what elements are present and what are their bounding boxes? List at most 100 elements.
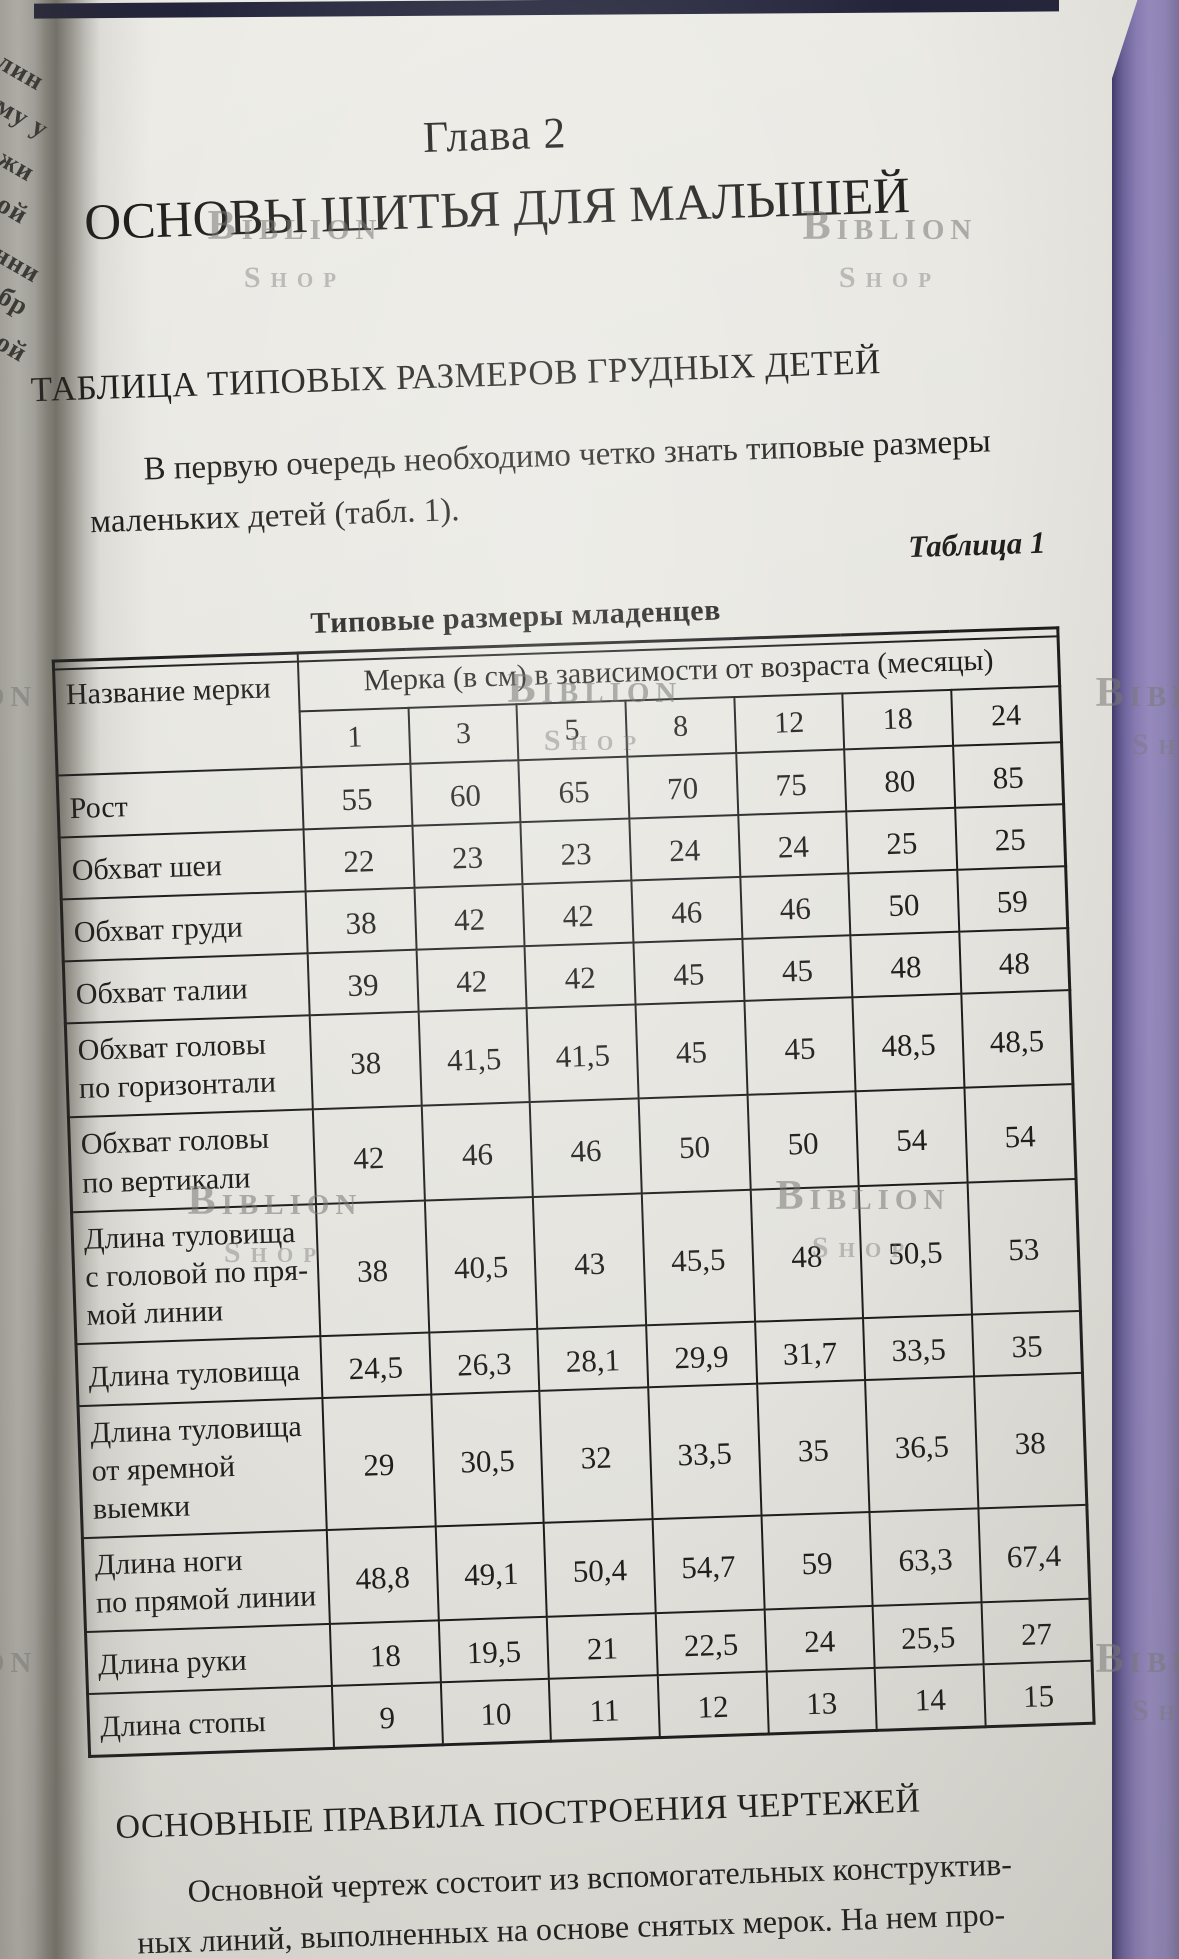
cell-value: 50,4 — [543, 1519, 656, 1618]
cell-value: 75 — [735, 749, 847, 816]
column-header-age: 5 — [516, 700, 628, 761]
intro-paragraph: В первую очередь необходимо четко знать … — [89, 423, 992, 541]
cell-value: 19,5 — [438, 1617, 550, 1683]
cell-value: 41,5 — [526, 1004, 639, 1103]
cell-value: 45 — [633, 939, 745, 1005]
cell-value: 38 — [973, 1372, 1087, 1509]
cell-value: 46 — [739, 873, 851, 940]
cell-value: 42 — [414, 884, 525, 951]
row-label: Длина стопы — [87, 1686, 335, 1757]
cell-value: 27 — [981, 1599, 1093, 1665]
cell-value: 59 — [761, 1512, 873, 1610]
column-header-age: 18 — [842, 690, 953, 750]
row-label: Обхват шеи — [59, 829, 306, 900]
cell-value: 49,1 — [435, 1523, 548, 1621]
cell-value: 25,5 — [872, 1602, 984, 1669]
section-title-rules: ОСНОВНЫЕ ПРАВИЛА ПОСТРОЕНИЯ ЧЕРТЕЖЕЙ — [114, 1782, 922, 1847]
cell-value: 53 — [967, 1178, 1081, 1315]
cell-value: 29 — [322, 1394, 436, 1531]
column-header-age: 3 — [408, 704, 519, 765]
cell-value: 85 — [952, 742, 1064, 809]
cell-value: 38 — [305, 888, 417, 954]
cell-value: 24 — [764, 1606, 875, 1672]
column-header-age: 12 — [733, 693, 845, 754]
cell-value: 41,5 — [418, 1008, 530, 1107]
book-cover-edge — [1112, 0, 1179, 1959]
cell-value: 50 — [638, 1095, 751, 1194]
cell-value: 46 — [421, 1102, 534, 1201]
cell-value: 42 — [416, 946, 527, 1012]
column-header-age: 1 — [299, 708, 411, 768]
cell-value: 13 — [766, 1668, 877, 1735]
column-header-name: Название мерки — [53, 653, 302, 776]
cell-value: 24 — [629, 815, 740, 881]
cell-value: 54 — [855, 1088, 968, 1186]
cell-value: 50 — [747, 1091, 859, 1190]
column-header-age: 8 — [625, 697, 736, 757]
column-header-age: 24 — [951, 686, 1062, 747]
cell-value: 45 — [741, 935, 853, 1002]
cell-value: 32 — [539, 1387, 653, 1524]
cell-value: 48 — [850, 931, 962, 998]
cell-value: 48,8 — [326, 1526, 439, 1625]
row-label: Длина руки — [85, 1624, 332, 1695]
cell-value: 42 — [312, 1106, 425, 1204]
cell-value: 48 — [750, 1185, 864, 1322]
cell-value: 9 — [331, 1682, 443, 1749]
row-label: Обхват головы по вертикали — [68, 1109, 316, 1212]
cell-value: 80 — [844, 746, 956, 812]
row-label: Длина туловища с головой по пря- мой лин… — [71, 1203, 321, 1345]
cell-value: 54 — [964, 1084, 1077, 1183]
row-label: Рост — [57, 767, 304, 838]
cell-value: 28,1 — [537, 1325, 649, 1391]
cell-value: 23 — [520, 818, 632, 885]
cell-value: 23 — [412, 822, 523, 889]
cell-value: 55 — [301, 764, 413, 830]
section-title-sizes: ТАБЛИЦА ТИПОВЫХ РАЗМЕРОВ ГРУДНЫХ ДЕТЕЙ — [30, 342, 882, 410]
cell-value: 22 — [303, 826, 415, 892]
cell-value: 42 — [522, 880, 634, 947]
cell-value: 14 — [874, 1664, 986, 1731]
cell-value: 24 — [737, 811, 849, 878]
cell-value: 48,5 — [852, 993, 965, 1092]
row-label: Длина туловища — [75, 1336, 323, 1407]
cell-value: 11 — [549, 1675, 660, 1742]
cell-value: 40,5 — [424, 1196, 538, 1333]
cell-value: 24,5 — [320, 1332, 431, 1399]
cell-value: 43 — [533, 1193, 647, 1329]
cell-value: 38 — [315, 1200, 429, 1337]
chapter-title: ОСНОВЫ ШИТЬЯ ДЛЯ МАЛЫШЕЙ — [83, 167, 911, 252]
cell-value: 25 — [846, 808, 958, 874]
cell-value: 45 — [744, 997, 856, 1096]
row-label: Обхват талии — [63, 953, 310, 1024]
cell-value: 33,5 — [648, 1383, 762, 1520]
cell-value: 38 — [309, 1011, 422, 1110]
cell-value: 54,7 — [652, 1515, 765, 1614]
cell-value: 50 — [848, 870, 960, 936]
row-label: Обхват груди — [61, 891, 308, 962]
cell-value: 63,3 — [869, 1508, 982, 1607]
cell-value: 26,3 — [428, 1328, 540, 1395]
cell-value: 35 — [756, 1380, 870, 1516]
cell-value: 50,5 — [858, 1182, 972, 1319]
book-page: Глава 2 ОСНОВЫ ШИТЬЯ ДЛЯ МАЛЫШЕЙ ТАБЛИЦА… — [8, 0, 1146, 1959]
cell-value: 46 — [529, 1098, 642, 1197]
cell-value: 46 — [631, 877, 742, 943]
cell-value: 48 — [959, 928, 1070, 994]
cell-value: 48,5 — [961, 990, 1073, 1089]
body-paragraph: Основной чертеж состоит из вспомогательн… — [136, 1845, 1013, 1959]
measurements-table-wrap: Название мерки Мерка (в см) в зависимости… — [51, 626, 1096, 1759]
cell-value: 60 — [410, 760, 521, 827]
cell-value: 30,5 — [430, 1390, 544, 1527]
cell-value: 65 — [518, 756, 630, 823]
cell-value: 12 — [657, 1671, 769, 1738]
cell-value: 21 — [547, 1613, 658, 1680]
chapter-label: Глава 2 — [422, 108, 568, 163]
cell-value: 67,4 — [978, 1505, 1090, 1603]
cell-value: 39 — [307, 950, 419, 1016]
row-label: Длина ноги по прямой линии — [82, 1530, 330, 1633]
measurements-table: Название мерки Мерка (в см) в зависимости… — [51, 626, 1096, 1759]
cell-value: 42 — [524, 942, 636, 1009]
cell-value: 25 — [955, 804, 1066, 871]
cell-value: 33,5 — [863, 1314, 974, 1381]
